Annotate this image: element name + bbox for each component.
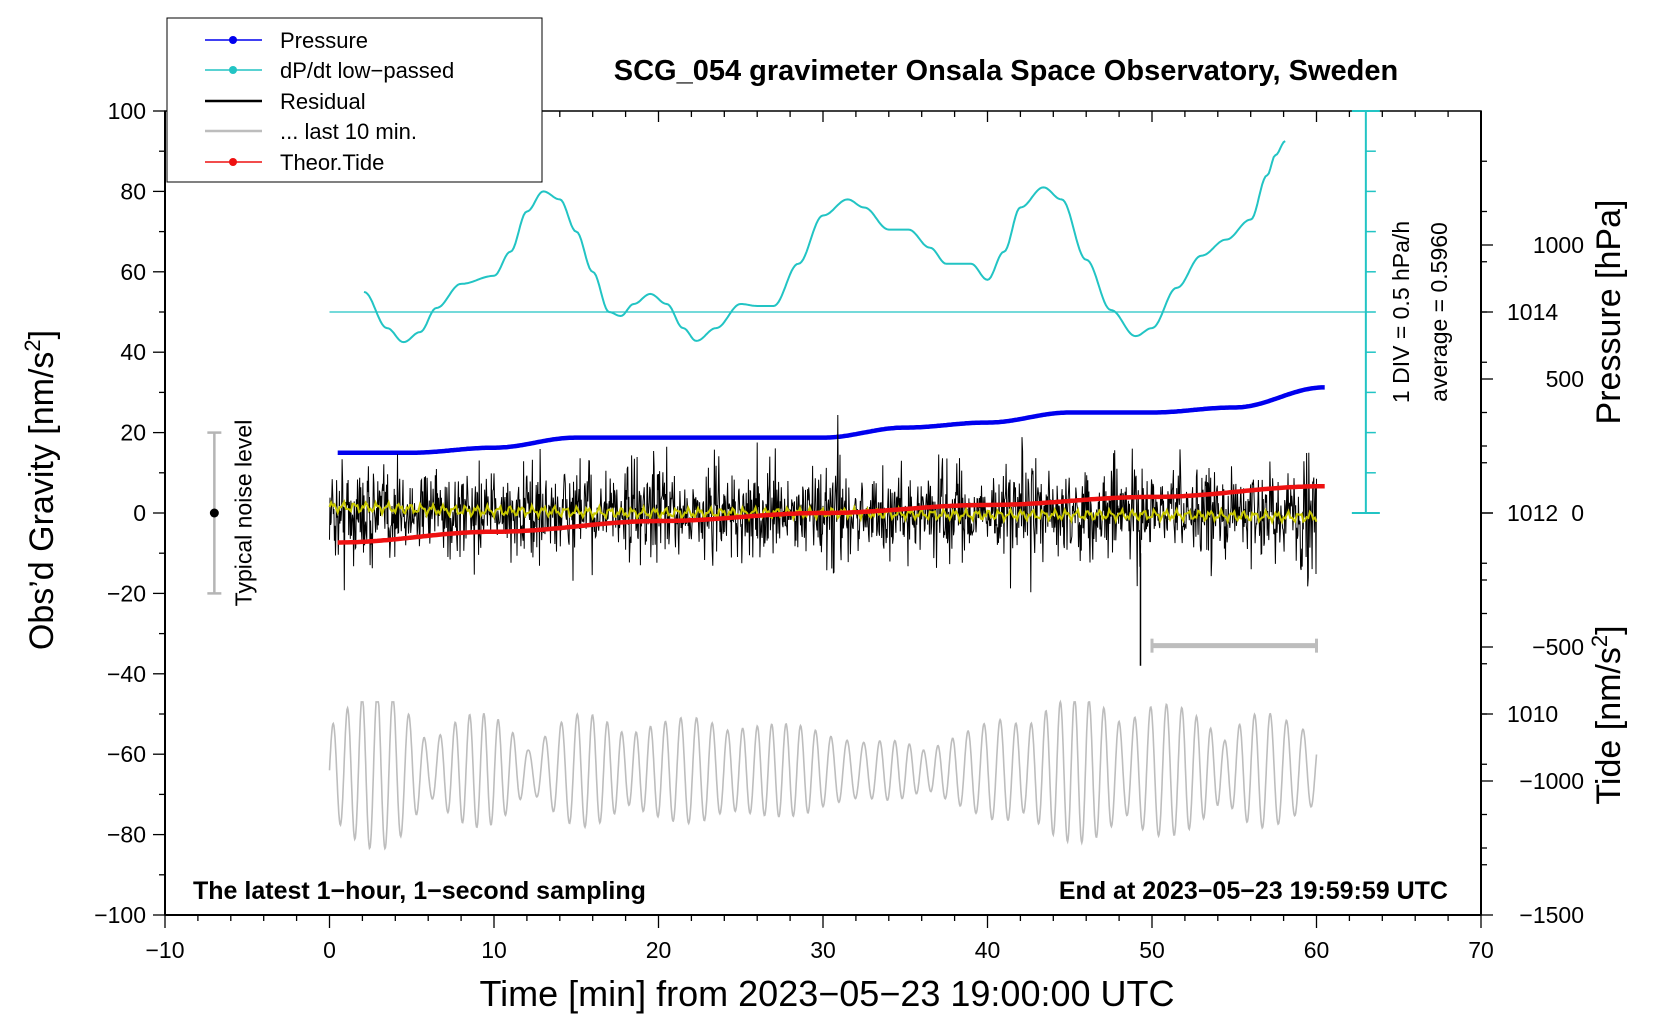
y-tick-label: −20 [107,580,146,606]
legend: Pressure dP/dt low−passed Residual ... l… [166,17,543,183]
tide-tick-label: −1000 [1519,768,1584,794]
pressure-avg-label: average = 0.5960 [1426,222,1452,402]
pressure-div-label: 1 DIV = 0.5 hPa/h [1388,221,1414,403]
legend-tide-label: Theor.Tide [280,150,384,175]
legend-dpdt-label: dP/dt low−passed [280,58,454,83]
right-note: End at 2023−05−23 19:59:59 UTC [1059,877,1448,905]
x-tick-label: −10 [145,937,184,963]
chart-title: SCG_054 gravimeter Onsala Space Observat… [614,55,1398,87]
left-note: The latest 1−hour, 1−second sampling [193,877,646,905]
y-axis-label-main: Obs’d Gravity [nm/s [23,352,61,651]
legend-pressure-label: Pressure [280,28,368,53]
x-tick-label: 30 [810,937,836,963]
y-axis-label: Obs’d Gravity [nm/s2] [20,330,61,650]
pressure-axis-label: Pressure [hPa] [1590,200,1628,425]
y-tick-label: 60 [120,259,146,285]
y-tick-label: 80 [120,178,146,204]
y-axis-label-sup: 2 [20,339,45,351]
dpdt-series-line [363,140,1286,344]
legend-last10-label: ... last 10 min. [280,119,417,144]
pressure-series-line [337,385,1325,455]
x-axis-label: Time [min] from 2023−05−23 19:00:00 UTC [479,973,1174,1014]
legend-tide-marker [229,158,237,166]
pressure-tick-label: 1010 [1507,701,1558,727]
y-tick-label: −40 [107,661,146,687]
tide-series-line [337,483,1325,545]
y-tick-label: 20 [120,420,146,446]
noise-label: Typical noise level [230,420,256,607]
y-tick-label: −100 [94,902,146,928]
x-tick-label: 10 [481,937,507,963]
noise-bar-dot [209,508,219,518]
pressure-tick-label: 1014 [1507,299,1558,325]
tide-tick-label: −1500 [1519,902,1584,928]
y-tick-label: 40 [120,339,146,365]
tide-tick-label: 0 [1571,500,1584,526]
tide-axis-label-end: ] [1590,625,1628,634]
x-tick-label: 0 [323,937,336,963]
x-tick-label: 40 [975,937,1001,963]
last10-series-line [328,699,1318,851]
tide-tick-label: 1000 [1533,232,1584,258]
residual-series-line [329,414,1317,593]
tide-tick-label: 500 [1546,366,1584,392]
legend-dpdt-marker [229,66,237,74]
y-tick-label: −80 [107,822,146,848]
tide-axis-label-main: Tide [nm/s [1590,647,1628,804]
y-tick-label: −60 [107,741,146,767]
legend-pressure-marker [229,36,237,44]
x-tick-label: 60 [1304,937,1330,963]
pressure-tick-label: 1012 [1507,500,1558,526]
legend-residual-label: Residual [280,89,366,114]
tide-axis-label: Tide [nm/s2] [1587,625,1628,804]
tide-tick-label: −500 [1532,634,1584,660]
residual-smoothed-line [328,498,1318,526]
y-tick-label: 0 [133,500,146,526]
y-tick-label: 100 [108,98,146,124]
x-tick-label: 20 [646,937,672,963]
x-tick-label: 50 [1139,937,1165,963]
x-tick-label: 70 [1468,937,1494,963]
y-axis-label-end: ] [23,330,61,339]
tide-axis-label-sup: 2 [1587,635,1612,647]
